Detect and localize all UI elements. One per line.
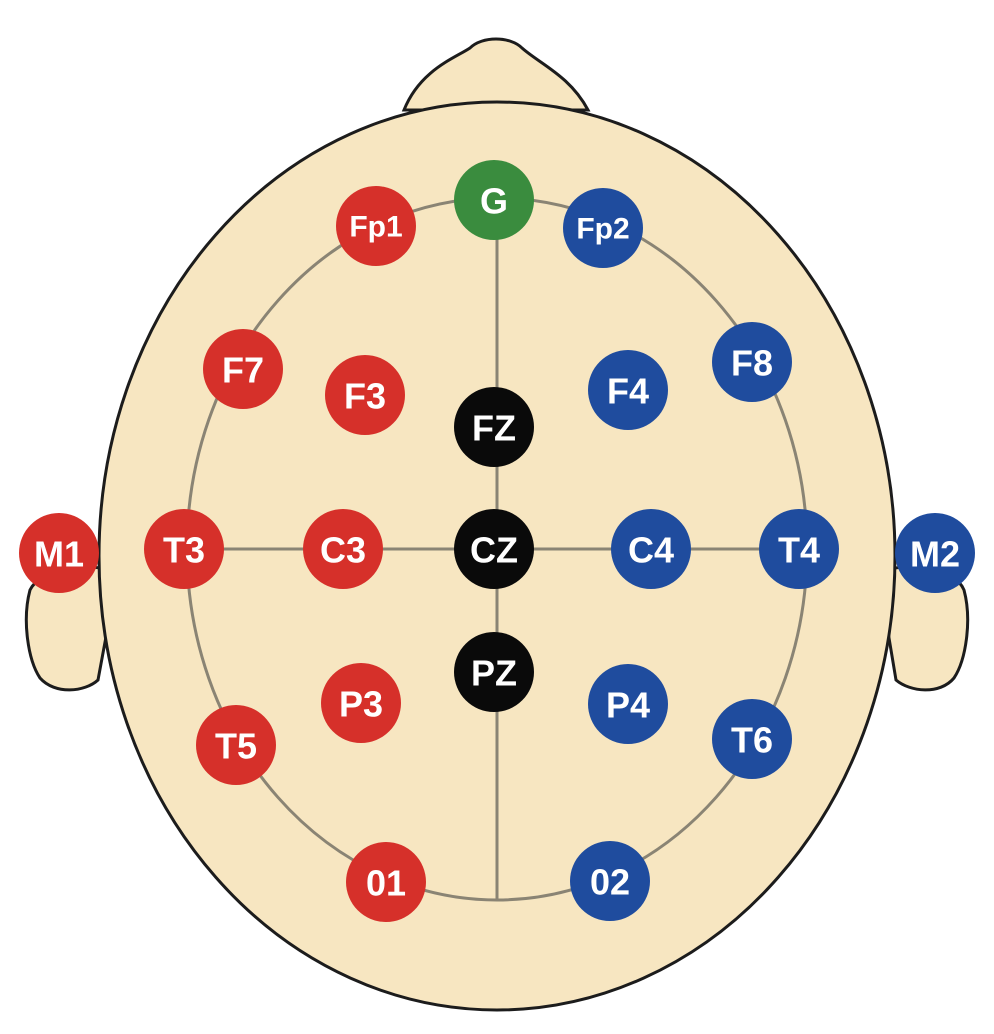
electrode-cz: CZ xyxy=(454,509,534,589)
electrode-marker xyxy=(454,387,534,467)
electrodes-group: G Fp1 Fp2 F7 F3 FZ F4 F8 M1 T3 C3 CZ C4 T4 M2 PZ P3 P4 T5 T… xyxy=(19,160,975,922)
electrode-f7: F7 xyxy=(203,329,283,409)
electrode-p4: P4 xyxy=(588,664,668,744)
electrode-label: Fp1 xyxy=(349,211,402,244)
electrode-t6: T6 xyxy=(712,699,792,779)
electrode-label: FZ xyxy=(472,408,516,449)
electrode-marker xyxy=(454,632,534,712)
electrode-fp2: Fp2 xyxy=(563,188,643,268)
electrode-label: P4 xyxy=(606,685,650,726)
electrode-marker xyxy=(454,509,534,589)
electrode-marker xyxy=(325,355,405,435)
electrode-marker xyxy=(454,160,534,240)
electrode-marker xyxy=(563,188,643,268)
electrode-marker xyxy=(712,699,792,779)
electrode-marker xyxy=(144,509,224,589)
electrode-label: G xyxy=(480,181,508,222)
electrode-c3: C3 xyxy=(303,509,383,589)
electrode-fp1: Fp1 xyxy=(336,186,416,266)
electrode-o1: 01 xyxy=(346,842,426,922)
electrode-o2: 02 xyxy=(570,841,650,921)
electrode-label: T5 xyxy=(215,726,257,767)
electrode-marker xyxy=(570,841,650,921)
electrode-g: G xyxy=(454,160,534,240)
electrode-label: M1 xyxy=(34,534,84,575)
electrode-label: F3 xyxy=(344,376,386,417)
electrode-marker xyxy=(303,509,383,589)
electrode-marker xyxy=(588,350,668,430)
electrode-marker xyxy=(19,513,99,593)
electrode-label: Fp2 xyxy=(576,213,629,246)
electrode-t3: T3 xyxy=(144,509,224,589)
electrode-f3: F3 xyxy=(325,355,405,435)
electrode-marker xyxy=(712,322,792,402)
electrode-marker xyxy=(346,842,426,922)
electrode-fz: FZ xyxy=(454,387,534,467)
electrode-marker xyxy=(196,705,276,785)
electrode-label: F7 xyxy=(222,350,264,391)
electrode-label: 01 xyxy=(366,863,406,904)
electrode-m1: M1 xyxy=(19,513,99,593)
electrode-marker xyxy=(321,663,401,743)
electrode-marker xyxy=(588,664,668,744)
electrode-marker xyxy=(759,509,839,589)
electrode-label: T6 xyxy=(731,720,773,761)
electrode-p3: P3 xyxy=(321,663,401,743)
electrode-pz: PZ xyxy=(454,632,534,712)
electrode-m2: M2 xyxy=(895,513,975,593)
electrode-marker xyxy=(895,513,975,593)
electrode-label: C3 xyxy=(320,530,366,571)
electrode-label: T4 xyxy=(778,530,820,571)
electrode-label: P3 xyxy=(339,684,383,725)
electrode-label: F8 xyxy=(731,343,773,384)
electrode-c4: C4 xyxy=(611,509,691,589)
electrode-label: M2 xyxy=(910,534,960,575)
electrode-label: PZ xyxy=(471,653,517,694)
nose xyxy=(401,37,591,112)
electrode-label: T3 xyxy=(163,530,205,571)
electrode-t5: T5 xyxy=(196,705,276,785)
electrode-label: 02 xyxy=(590,862,630,903)
electrode-label: F4 xyxy=(607,371,649,412)
electrode-label: C4 xyxy=(628,530,674,571)
electrode-f4: F4 xyxy=(588,350,668,430)
electrode-marker xyxy=(203,329,283,409)
electrode-f8: F8 xyxy=(712,322,792,402)
electrode-marker xyxy=(611,509,691,589)
electrode-label: CZ xyxy=(470,530,518,571)
electrode-marker xyxy=(336,186,416,266)
electrode-t4: T4 xyxy=(759,509,839,589)
